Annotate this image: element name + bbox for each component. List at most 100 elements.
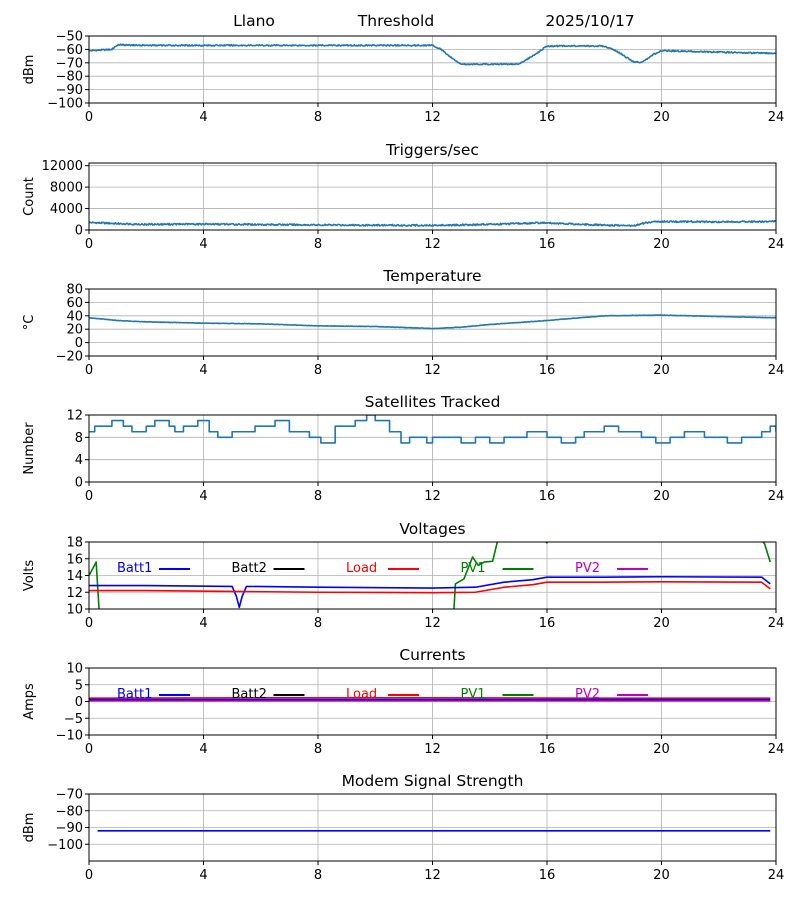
chart-title: Triggers/sec <box>385 141 479 159</box>
x-tick-label: 4 <box>199 237 207 252</box>
x-tick-label: 12 <box>424 489 441 504</box>
y-axis-label: Volts <box>22 560 37 592</box>
chart-currents: Currents Amps Batt1 Batt2 Load PV1 PV2 0 4 8 12 16 2… <box>22 646 784 757</box>
x-tick-label: 12 <box>424 616 441 631</box>
x-tick-label: 0 <box>85 489 93 504</box>
y-tick-label: −50 <box>56 30 83 45</box>
x-tick-label: 20 <box>653 868 670 883</box>
x-tick-label: 16 <box>539 742 556 757</box>
chart-triggers: Triggers/sec Count 0 4 8 12 16 20 24 0 4000 8000 120… <box>22 141 784 252</box>
x-tick-label: 24 <box>768 742 785 757</box>
y-tick-label: 20 <box>66 323 83 338</box>
y-tick-label: −90 <box>56 821 83 836</box>
x-tick-label: 24 <box>768 616 785 631</box>
x-tick-label: 16 <box>539 868 556 883</box>
x-tick-label: 16 <box>539 363 556 378</box>
y-tick-label: 0 <box>75 336 83 351</box>
x-tick-label: 20 <box>653 237 670 252</box>
legend-label-load: Load <box>346 687 377 702</box>
y-axis-label: Count <box>22 177 37 216</box>
y-tick-label: −60 <box>56 43 83 58</box>
x-tick-label: 4 <box>199 616 207 631</box>
x-tick-label: 8 <box>314 868 322 883</box>
y-tick-label: −10 <box>56 729 83 744</box>
legend-label-pv1: PV1 <box>461 561 486 576</box>
x-tick-label: 4 <box>199 868 207 883</box>
y-tick-label: 0 <box>75 476 83 491</box>
x-tick-label: 12 <box>424 363 441 378</box>
x-tick-label: 8 <box>314 237 322 252</box>
x-tick-label: 0 <box>85 616 93 631</box>
series-line-temperature <box>89 314 776 330</box>
x-tick-label: 24 <box>768 110 785 125</box>
x-tick-label: 8 <box>314 110 322 125</box>
legend-label-pv2: PV2 <box>575 687 600 702</box>
series-line-satellites <box>89 415 776 444</box>
x-tick-label: 24 <box>768 489 785 504</box>
y-tick-label: −90 <box>56 83 83 98</box>
x-tick-label: 4 <box>199 110 207 125</box>
x-tick-label: 16 <box>539 110 556 125</box>
y-tick-label: 80 <box>66 283 83 298</box>
series-line-signal <box>89 43 776 66</box>
y-tick-label: 8 <box>75 431 83 446</box>
x-tick-label: 0 <box>85 237 93 252</box>
legend-label-batt2: Batt2 <box>232 687 267 702</box>
chart-title: Currents <box>399 646 465 664</box>
legend-label-pv2: PV2 <box>575 561 600 576</box>
chart-series-group <box>89 219 776 228</box>
x-tick-label: 4 <box>199 489 207 504</box>
y-tick-label: −70 <box>56 56 83 71</box>
x-tick-label: 0 <box>85 742 93 757</box>
y-tick-label: 0 <box>75 224 83 239</box>
y-axis-label: dBm <box>22 813 37 843</box>
series-line-batt1 <box>89 575 771 609</box>
y-tick-label: 12000 <box>42 159 83 174</box>
x-tick-label: 0 <box>85 110 93 125</box>
x-tick-label: 20 <box>653 742 670 757</box>
x-tick-label: 0 <box>85 868 93 883</box>
y-tick-label: 12 <box>66 586 83 601</box>
chart-voltages: Voltages Volts Batt1 Batt2 Load PV1 PV2 0 4 8 12 16… <box>22 520 784 631</box>
x-tick-label: 8 <box>314 742 322 757</box>
legend-label-pv1: PV1 <box>461 687 486 702</box>
y-axis-label: °C <box>22 315 37 331</box>
figure-header: Llano Threshold 2025/10/17 <box>233 12 635 30</box>
chart-series-group <box>89 314 776 330</box>
x-tick-label: 20 <box>653 616 670 631</box>
y-tick-label: −100 <box>47 97 83 112</box>
x-tick-label: 16 <box>539 237 556 252</box>
y-tick-label: 10 <box>66 603 83 618</box>
legend-label-batt1: Batt1 <box>117 687 152 702</box>
x-tick-label: 4 <box>199 363 207 378</box>
y-tick-label: 12 <box>66 409 83 424</box>
x-tick-label: 12 <box>424 868 441 883</box>
x-tick-label: 20 <box>653 110 670 125</box>
legend-label-load: Load <box>346 561 377 576</box>
y-tick-label: 4000 <box>50 202 83 217</box>
y-axis-label: dBm <box>22 55 37 85</box>
y-tick-label: −70 <box>56 788 83 803</box>
y-tick-label: −5 <box>64 712 83 727</box>
y-tick-label: 10 <box>66 662 83 677</box>
series-line-pv1 <box>89 542 772 609</box>
x-tick-label: 12 <box>424 237 441 252</box>
chart-signal: dBm 0 4 8 12 16 20 24 −100−90−80−70−60−50 <box>22 30 784 126</box>
chart-series-group <box>89 542 772 609</box>
chart-series-group <box>89 697 771 702</box>
chart-satellites: Satellites Tracked Number 0 4 8 12 16 20 24 0 4 8 12 <box>22 393 784 504</box>
x-tick-label: 0 <box>85 363 93 378</box>
header-date: 2025/10/17 <box>545 12 634 30</box>
y-tick-label: 8000 <box>50 181 83 196</box>
x-tick-label: 16 <box>539 616 556 631</box>
series-line-load <box>89 580 771 594</box>
y-tick-label: −80 <box>56 70 83 85</box>
chart-title: Voltages <box>399 520 465 538</box>
y-tick-label: 16 <box>66 552 83 567</box>
x-tick-label: 12 <box>424 110 441 125</box>
x-tick-label: 8 <box>314 363 322 378</box>
header-mode: Threshold <box>357 12 434 30</box>
y-tick-label: 60 <box>66 296 83 311</box>
